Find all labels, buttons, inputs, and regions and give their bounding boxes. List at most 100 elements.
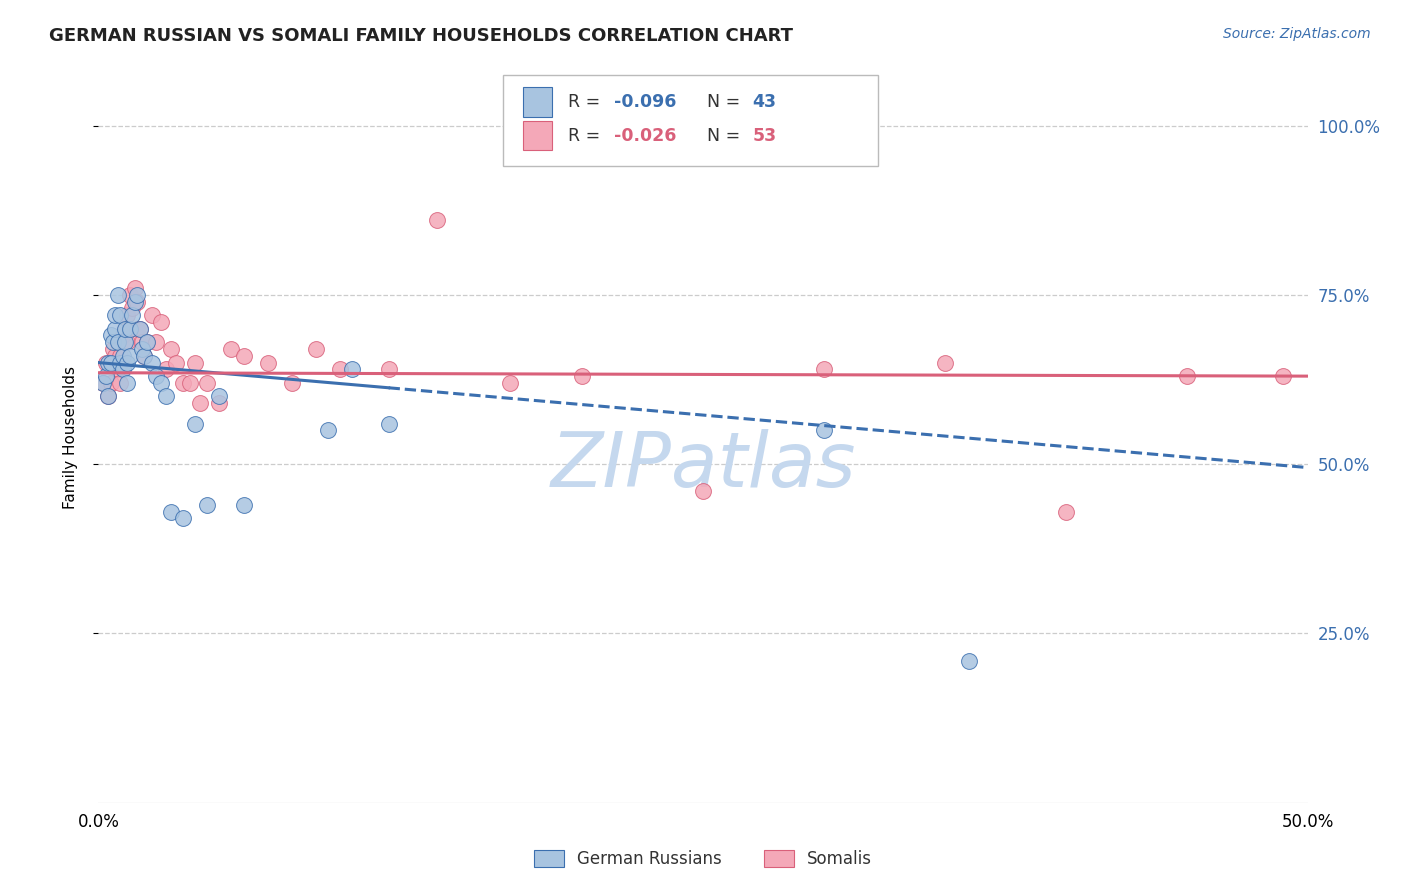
- Point: [195, 376, 218, 390]
- Point: [184, 417, 207, 431]
- Point: [134, 349, 156, 363]
- Point: [108, 355, 131, 369]
- FancyBboxPatch shape: [523, 87, 553, 117]
- Point: [498, 376, 520, 390]
- Point: [232, 498, 254, 512]
- Point: [184, 355, 207, 369]
- Point: [127, 294, 149, 309]
- Point: [165, 355, 187, 369]
- Point: [221, 342, 243, 356]
- Point: [97, 389, 120, 403]
- Point: [128, 322, 150, 336]
- Point: [813, 362, 835, 376]
- Point: [117, 355, 139, 369]
- Point: [108, 349, 131, 363]
- Point: [571, 369, 593, 384]
- Point: [114, 322, 136, 336]
- Point: [94, 355, 117, 369]
- Point: [155, 362, 177, 376]
- Point: [104, 308, 127, 322]
- Point: [100, 376, 122, 390]
- Point: [121, 308, 143, 322]
- Point: [377, 362, 399, 376]
- Point: [145, 369, 167, 384]
- Point: [127, 322, 149, 336]
- Point: [111, 362, 134, 376]
- Point: [316, 423, 339, 437]
- Point: [813, 423, 835, 437]
- Point: [128, 322, 150, 336]
- Point: [934, 355, 956, 369]
- Point: [91, 376, 114, 390]
- Point: [160, 505, 183, 519]
- Point: [256, 355, 278, 369]
- Point: [1272, 369, 1295, 384]
- Point: [342, 362, 364, 376]
- Point: [100, 328, 122, 343]
- Point: [692, 484, 714, 499]
- Point: [101, 355, 124, 369]
- FancyBboxPatch shape: [503, 75, 879, 167]
- Point: [111, 349, 134, 363]
- Point: [957, 654, 980, 668]
- Point: [131, 335, 153, 350]
- Point: [124, 281, 146, 295]
- Point: [107, 335, 129, 350]
- Point: [135, 335, 157, 350]
- Point: [141, 308, 163, 322]
- Text: ZIPatlas: ZIPatlas: [550, 429, 856, 503]
- Point: [97, 389, 120, 403]
- Text: -0.026: -0.026: [613, 127, 676, 145]
- Point: [111, 355, 134, 369]
- Text: 53: 53: [752, 127, 776, 145]
- Point: [155, 389, 177, 403]
- Text: -0.096: -0.096: [613, 93, 676, 112]
- Text: R =: R =: [568, 93, 606, 112]
- Text: GERMAN RUSSIAN VS SOMALI FAMILY HOUSEHOLDS CORRELATION CHART: GERMAN RUSSIAN VS SOMALI FAMILY HOUSEHOL…: [49, 27, 793, 45]
- Point: [305, 342, 328, 356]
- Point: [1054, 505, 1077, 519]
- Point: [232, 349, 254, 363]
- Point: [114, 335, 136, 350]
- Point: [107, 362, 129, 376]
- Point: [101, 342, 124, 356]
- FancyBboxPatch shape: [523, 121, 553, 151]
- Point: [127, 288, 149, 302]
- Point: [188, 396, 211, 410]
- Text: R =: R =: [568, 127, 606, 145]
- Point: [121, 301, 143, 316]
- Point: [108, 308, 131, 322]
- Point: [135, 335, 157, 350]
- Point: [91, 376, 114, 390]
- Point: [145, 335, 167, 350]
- Text: N =: N =: [707, 127, 745, 145]
- Point: [329, 362, 352, 376]
- Point: [124, 294, 146, 309]
- Point: [104, 322, 127, 336]
- Point: [208, 389, 231, 403]
- Point: [160, 342, 183, 356]
- Point: [94, 369, 117, 384]
- Point: [1175, 369, 1198, 384]
- Point: [107, 335, 129, 350]
- Point: [150, 376, 173, 390]
- Point: [117, 376, 139, 390]
- Text: N =: N =: [707, 93, 745, 112]
- Text: 43: 43: [752, 93, 776, 112]
- Point: [118, 349, 141, 363]
- Point: [104, 349, 127, 363]
- Point: [426, 213, 449, 227]
- Point: [172, 511, 194, 525]
- Point: [118, 322, 141, 336]
- Point: [97, 355, 120, 369]
- Point: [179, 376, 201, 390]
- Point: [114, 322, 136, 336]
- Point: [100, 355, 122, 369]
- Point: [111, 328, 134, 343]
- Point: [208, 396, 231, 410]
- Point: [117, 308, 139, 322]
- Point: [117, 335, 139, 350]
- Legend: German Russians, Somalis: German Russians, Somalis: [527, 844, 879, 875]
- Point: [107, 288, 129, 302]
- Point: [101, 335, 124, 350]
